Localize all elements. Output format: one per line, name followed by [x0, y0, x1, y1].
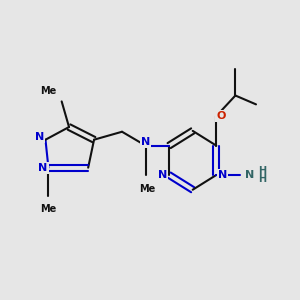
Text: Me: Me [40, 205, 56, 214]
Text: N: N [38, 163, 48, 173]
Text: N: N [35, 132, 44, 142]
Text: N: N [244, 170, 254, 180]
Text: N: N [218, 170, 227, 180]
Text: N: N [141, 137, 150, 147]
Text: Me: Me [139, 184, 155, 194]
Text: Me: Me [40, 86, 56, 96]
Text: H: H [258, 166, 266, 176]
Text: O: O [216, 111, 226, 121]
Text: H: H [258, 174, 266, 184]
Text: N: N [158, 170, 167, 180]
